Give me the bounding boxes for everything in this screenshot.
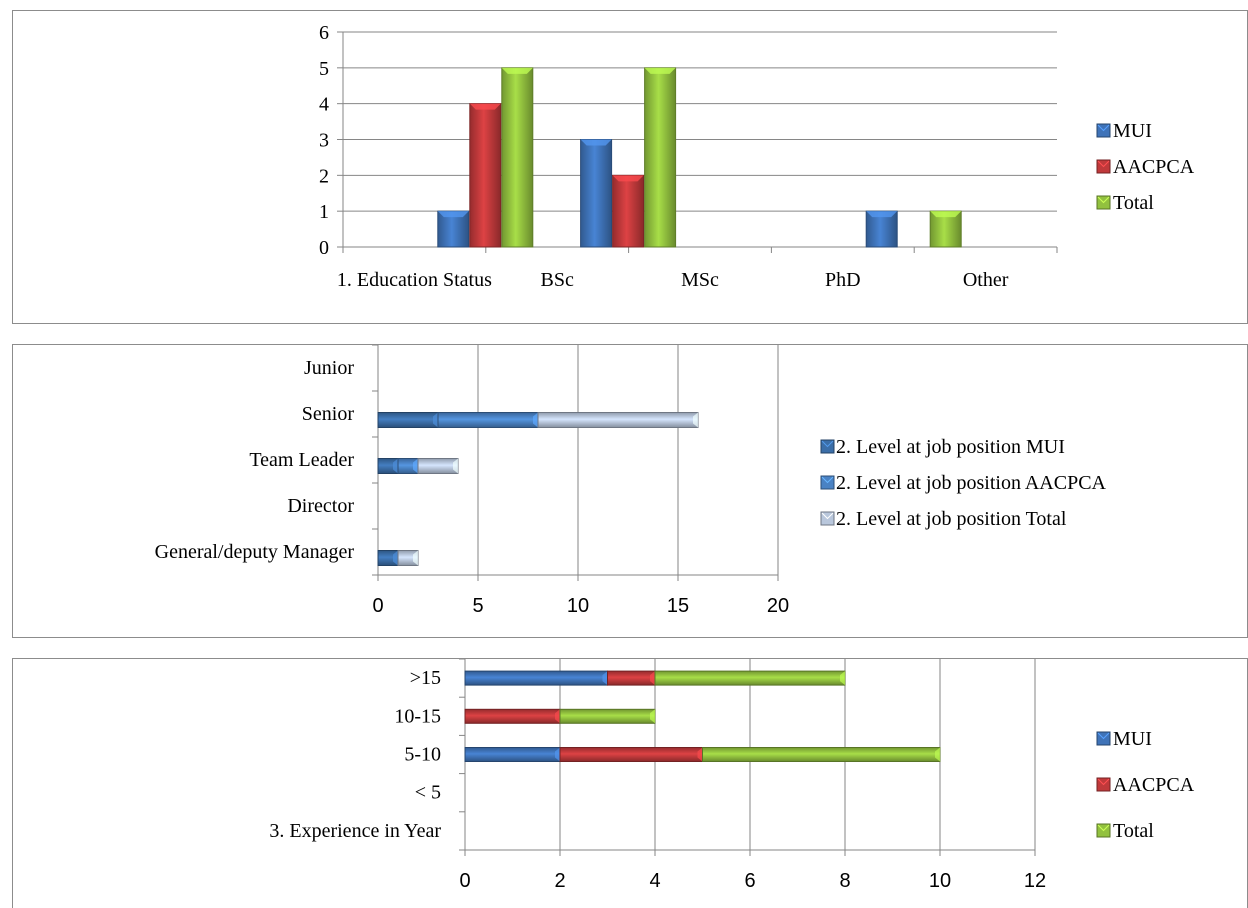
bar <box>437 412 539 428</box>
y-tick-label: 5-10 <box>404 744 441 766</box>
bar-bevel <box>393 550 398 566</box>
x-tick-label: 12 <box>1024 870 1046 892</box>
legend-label: MUI <box>1113 728 1152 750</box>
education-chart: 0 1 2 3 4 5 6 1. Education Status BSc MSc PhD Other… <box>319 22 1195 291</box>
y-tick-label: 5 <box>319 58 329 80</box>
bar-bevel <box>866 211 898 218</box>
bar <box>417 458 459 474</box>
x-tick-label: 5 <box>472 595 483 617</box>
x-tick-label: 1. Education Status <box>337 269 492 291</box>
bar-bevel <box>697 747 703 762</box>
bar-bevel <box>602 671 608 686</box>
legend-label: 2. Level at job position Total <box>836 508 1067 530</box>
bar-bevel <box>413 458 418 474</box>
legend-label: 2. Level at job position AACPCA <box>836 472 1107 494</box>
job-level-chart: 0 5 10 15 20 General/deputy Manager Director Te… <box>155 345 1107 617</box>
y-tick-label: 2 <box>319 165 329 187</box>
y-tick-label: Director <box>287 495 354 517</box>
bar-bevel <box>840 671 845 686</box>
x-tick-label: 10 <box>567 595 589 617</box>
bar <box>559 708 656 724</box>
bar-bevel <box>469 103 501 110</box>
x-tick-label: PhD <box>825 269 861 291</box>
bar <box>612 174 645 248</box>
legend-label: Total <box>1113 820 1154 842</box>
y-tick-label: Senior <box>302 403 355 425</box>
legend-label: Total <box>1113 192 1154 214</box>
bar-bevel <box>433 412 438 428</box>
y-tick-label: 6 <box>319 22 329 44</box>
x-tick-label: MSc <box>681 269 719 291</box>
bar-bevel <box>930 211 962 218</box>
bar-bevel <box>413 550 418 566</box>
bar <box>464 670 608 686</box>
x-tick-label: 20 <box>767 595 789 617</box>
y-tick-label: General/deputy Manager <box>155 541 355 563</box>
bar-bevel <box>935 747 940 762</box>
y-tick-label: 10-15 <box>394 705 441 727</box>
legend-label: MUI <box>1113 120 1152 142</box>
legend-label: AACPCA <box>1113 156 1195 178</box>
bar <box>702 747 941 762</box>
bar-bevel <box>437 211 469 218</box>
legend-label: 2. Level at job position MUI <box>836 436 1065 458</box>
legend: 2. Level at job position MUI 2. Level at … <box>820 436 1107 530</box>
bar-bevel <box>555 709 560 724</box>
y-tick-label: 0 <box>319 237 329 259</box>
chart-panel-job-level: 0 5 10 15 20 General/deputy Manager Director Te… <box>12 344 1248 638</box>
x-tick-label: 10 <box>929 870 951 892</box>
y-tick-label: 4 <box>319 94 329 116</box>
bar-bevel <box>612 175 644 182</box>
bar <box>469 103 502 248</box>
legend: MUI AACPCA Total <box>1096 728 1195 842</box>
bar <box>537 412 699 428</box>
x-tick-label: 6 <box>744 870 755 892</box>
bar <box>654 670 846 686</box>
bar-bevel <box>501 67 533 74</box>
y-tick-label: Team Leader <box>249 449 354 471</box>
x-tick-label: 2 <box>554 870 565 892</box>
y-tick-label: 3 <box>319 130 329 152</box>
bar <box>464 747 561 762</box>
bar-bevel <box>650 709 655 724</box>
bar <box>377 412 439 428</box>
y-tick-label: >15 <box>410 667 441 689</box>
legend-label: AACPCA <box>1113 774 1195 796</box>
bar <box>607 670 656 686</box>
legend: MUI AACPCA Total <box>1096 120 1195 214</box>
bar <box>580 139 613 248</box>
chart-panel-education: 0 1 2 3 4 5 6 1. Education Status BSc MSc PhD Other… <box>12 10 1248 324</box>
bar-bevel <box>555 747 560 762</box>
x-tick-label: Other <box>963 269 1009 291</box>
bar <box>464 708 561 724</box>
x-tick-label: 0 <box>459 870 470 892</box>
bar-bevel <box>533 412 538 428</box>
y-tick-label: Junior <box>304 357 354 379</box>
bar <box>644 67 677 248</box>
x-tick-label: 4 <box>649 870 660 892</box>
x-tick-label: BSc <box>541 269 574 291</box>
y-tick-label: < 5 <box>415 782 441 804</box>
x-tick-label: 15 <box>667 595 689 617</box>
x-tick-label: 0 <box>372 595 383 617</box>
chart-panel-experience: 0 2 4 6 8 10 12 3. Experience in Year < 5 5-10 10-… <box>12 658 1248 908</box>
bar-bevel <box>693 412 698 428</box>
experience-chart: 0 2 4 6 8 10 12 3. Experience in Year < 5 5-10 10-… <box>269 659 1195 892</box>
bar <box>559 747 703 762</box>
bar-bevel <box>580 139 612 146</box>
bar-bevel <box>453 458 458 474</box>
bar <box>501 67 534 248</box>
y-tick-label: 1 <box>319 201 329 223</box>
y-tick-label: 3. Experience in Year <box>269 820 441 842</box>
bar-bevel <box>393 458 398 474</box>
x-tick-label: 8 <box>839 870 850 892</box>
bar-bevel <box>650 671 655 686</box>
bar-bevel <box>644 67 676 74</box>
